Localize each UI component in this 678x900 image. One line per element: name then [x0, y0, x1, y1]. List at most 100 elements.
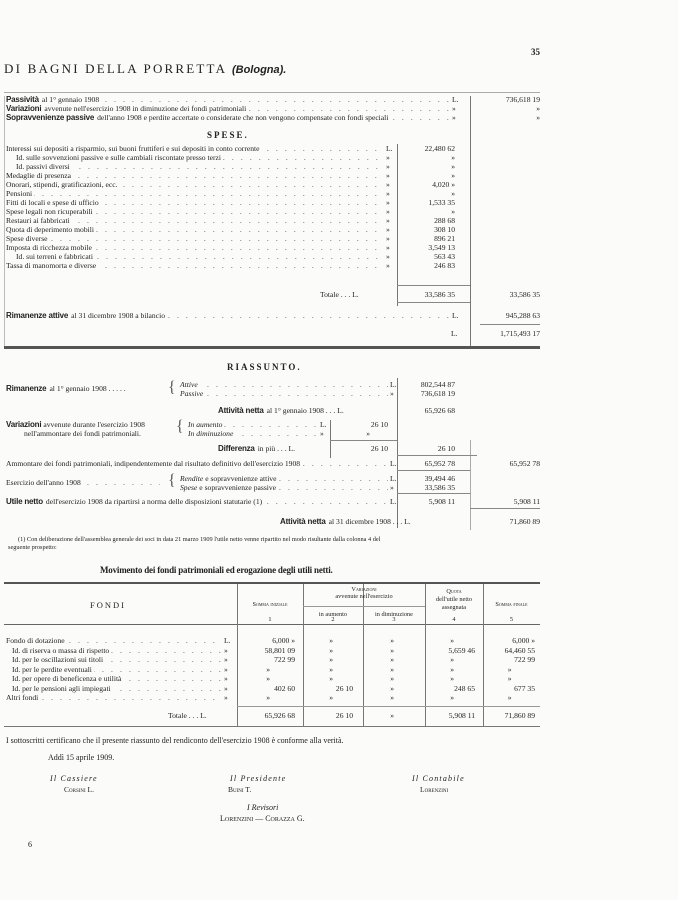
spese-item: . . . . . . . . . . . . . . . . . . . . …	[6, 261, 398, 270]
passivita-row-2: . . . . . . . . . . . . . . . . . . . . …	[6, 113, 464, 122]
spese-item-amount: 563 43	[434, 252, 455, 261]
passivita-row-1-label: Variazioni avvenute nell'esercizio 1908 i…	[6, 104, 249, 113]
fondo-cell: »	[329, 636, 333, 645]
page-number: 35	[531, 47, 540, 57]
variazioni-column-rule	[330, 420, 331, 458]
spese-item: . . . . . . . . . . . . . . . . . . . . …	[16, 252, 398, 261]
fondo-cell: 6,000 »	[512, 636, 535, 645]
spese-total-inner: 33,586 35	[424, 290, 455, 299]
page-title-main: DI BAGNI DELLA PORRETTA	[4, 61, 227, 76]
rimanenze-attive-amount: 945,288 63	[505, 311, 540, 320]
dot-leader: . . . . . . . . . . . . . . . . . . . . …	[6, 180, 384, 189]
differenza-inner: 26 10	[370, 444, 388, 453]
fondo-row-label: Id. di riserva o massa di rispetto	[12, 645, 112, 655]
esercizio-spese-label: Spese e sopravvenienze passive	[180, 483, 279, 492]
utile-netto-marker: L.	[390, 497, 397, 506]
rimanenze-attive-label: Rimanenze attive al 31 dicembre 1908 a bi…	[6, 311, 167, 320]
fondo-cell: 722 99	[274, 655, 295, 664]
fondo-cell: 677 35	[514, 683, 535, 693]
fondo-row-label: Id. per le perdite eventuali	[12, 664, 94, 674]
rimanenze-attive-sub-text: Attive	[180, 380, 198, 389]
ammontare: . . . . . . . . . . . . . . . . . . . . …	[6, 459, 402, 468]
spese-item-text: Tassa di manomorta e diverse	[6, 261, 97, 270]
spese-item-text: Imposta di ricchezza mobile	[6, 243, 92, 252]
dot-leader: . . . . . . . . . . . . . . . . . . . . …	[6, 207, 384, 216]
outer-column-rule	[470, 96, 471, 346]
spese-total-rule-top	[397, 285, 470, 286]
utile-netto-text: dell'esercizio 1908 da ripartirsi a norm…	[45, 497, 263, 506]
spese-total-label: Totale . . . L.	[320, 290, 359, 299]
esercizio-text: Esercizio dell'anno 1908	[6, 478, 81, 487]
spese-item-text: Fitti di locali e spese di ufficio	[6, 198, 99, 207]
variazioni-diminuzione-text: In diminuzione	[188, 429, 234, 438]
rimanenze-passive-sub: . . . . . . . . . . . . . . . . . . . . …	[180, 389, 402, 398]
fondo-cell: 248 65	[454, 683, 475, 693]
fondo-row-text: Fondo di dotazione	[6, 636, 65, 645]
rimanenze-text: al 1° gennaio 1908 . . . . .	[49, 384, 126, 393]
variazioni-sub-rule	[303, 606, 425, 607]
attivita-fine-rule	[470, 508, 540, 509]
header-variazioni: Variazioni	[351, 586, 377, 593]
rimanenze-attive-text: al 31 dicembre 1908 a bilancio	[71, 311, 165, 320]
differenza-amount: 26 10	[437, 444, 455, 453]
fondo-row-text: Id. di riserva o massa di rispetto	[12, 645, 110, 655]
dot-leader: . . . . . . . . . . . . . . . . . . . . …	[12, 645, 222, 655]
left-margin-rule	[4, 96, 5, 346]
dot-leader: . . . . . . . . . . . . . . . . . . . . …	[6, 243, 384, 252]
fondo-cell: »	[329, 645, 333, 655]
attivita-netta-fine-bold: Attività netta	[280, 517, 326, 526]
rimanenze-label: Rimanenze al 1° gennaio 1908 . . . . .	[6, 384, 126, 393]
spese-item-label: Id. sui terreni e fabbricati	[16, 252, 95, 261]
dot-leader: . . . . . . . . . . . . . . . . . . . . …	[180, 483, 388, 492]
table-column-rule	[483, 584, 484, 726]
revisori-names: Lorenzini — Corazza G.	[220, 814, 305, 823]
fondo-row-marker: »	[224, 683, 228, 693]
header-fondi: FONDI	[90, 600, 126, 610]
grand-total-marker: L.	[451, 329, 458, 338]
fondo-cell: 6,000 »	[272, 636, 295, 645]
fondo-row-text: Altri fondi	[6, 693, 39, 702]
header-column-number: 2	[331, 616, 335, 623]
spese-item-amount: 22,480 62	[424, 144, 455, 153]
table-total-cell: »	[390, 711, 394, 720]
fondo-row-text: Id. per le perdite eventuali	[12, 664, 92, 674]
spese-item-label: Pensioni	[6, 189, 35, 198]
spese-item-label: Tassa di manomorta e diverse	[6, 261, 99, 270]
spese-item-marker: »	[386, 243, 390, 252]
fondo-row: . . . . . . . . . . . . . . . . . . . . …	[12, 683, 236, 693]
attivita-netta-fine-amount: 71,860 89	[509, 517, 540, 526]
esercizio-rendite-marker: L.	[390, 474, 397, 483]
spese-item-marker: »	[386, 216, 390, 225]
spese-item: . . . . . . . . . . . . . . . . . . . . …	[6, 171, 398, 180]
spese-heading: SPESE.	[207, 130, 249, 140]
dot-leader: . . . . . . . . . . . . . . . . . . . . …	[16, 252, 384, 261]
rimanenze-attive-sub: . . . . . . . . . . . . . . . . . . . . …	[180, 380, 402, 389]
spese-item-marker: »	[386, 189, 390, 198]
fondo-cell: 5,659 46	[448, 645, 475, 655]
esercizio-spese-marker: »	[390, 483, 394, 492]
esercizio-rendite: . . . . . . . . . . . . . . . . . . . . …	[180, 474, 402, 483]
rendite-label: Rendite	[180, 474, 204, 483]
utile-netto-amount: 5,908 11	[428, 497, 455, 506]
fondo-row-text: Id. per le pensioni agli impiegati	[12, 683, 111, 693]
signature-name: Buini T.	[228, 785, 252, 794]
rimanenze-passive-sub-label: Passive	[180, 389, 206, 398]
certification-text: I sottoscritti certificano che il presen…	[6, 736, 344, 745]
variazioni-aumento: . . . . . . . . . . . . . . . . . . . . …	[188, 420, 332, 429]
grand-total-amount: 1,715,493 17	[500, 329, 540, 338]
spese-item-text: Spese legali non ricuperabili	[6, 207, 93, 216]
spese-item-label: Id. sulle sovvenzioni passive e sulle ca…	[16, 153, 223, 162]
header-column-number: 4	[452, 616, 456, 623]
fondo-row: . . . . . . . . . . . . . . . . . . . . …	[12, 645, 236, 655]
header-column-number: 1	[268, 616, 272, 623]
rimanenze-passive-sub-marker: »	[390, 389, 394, 398]
passivita-row-2-bold-label: Sopravvenienze passive	[6, 113, 95, 122]
header-in-aumento: in aumento	[318, 611, 348, 618]
header-quota: Quota	[446, 588, 462, 595]
table-header-rule	[4, 624, 540, 625]
dot-leader: . . . . . . . . . . . . . . . . . . . . …	[6, 311, 450, 320]
brace-icon: {	[176, 418, 184, 435]
fondo-cell: »	[266, 664, 270, 674]
header-column-number: 3	[392, 616, 396, 623]
esercizio-spese-amount: 33,586 35	[424, 483, 455, 492]
